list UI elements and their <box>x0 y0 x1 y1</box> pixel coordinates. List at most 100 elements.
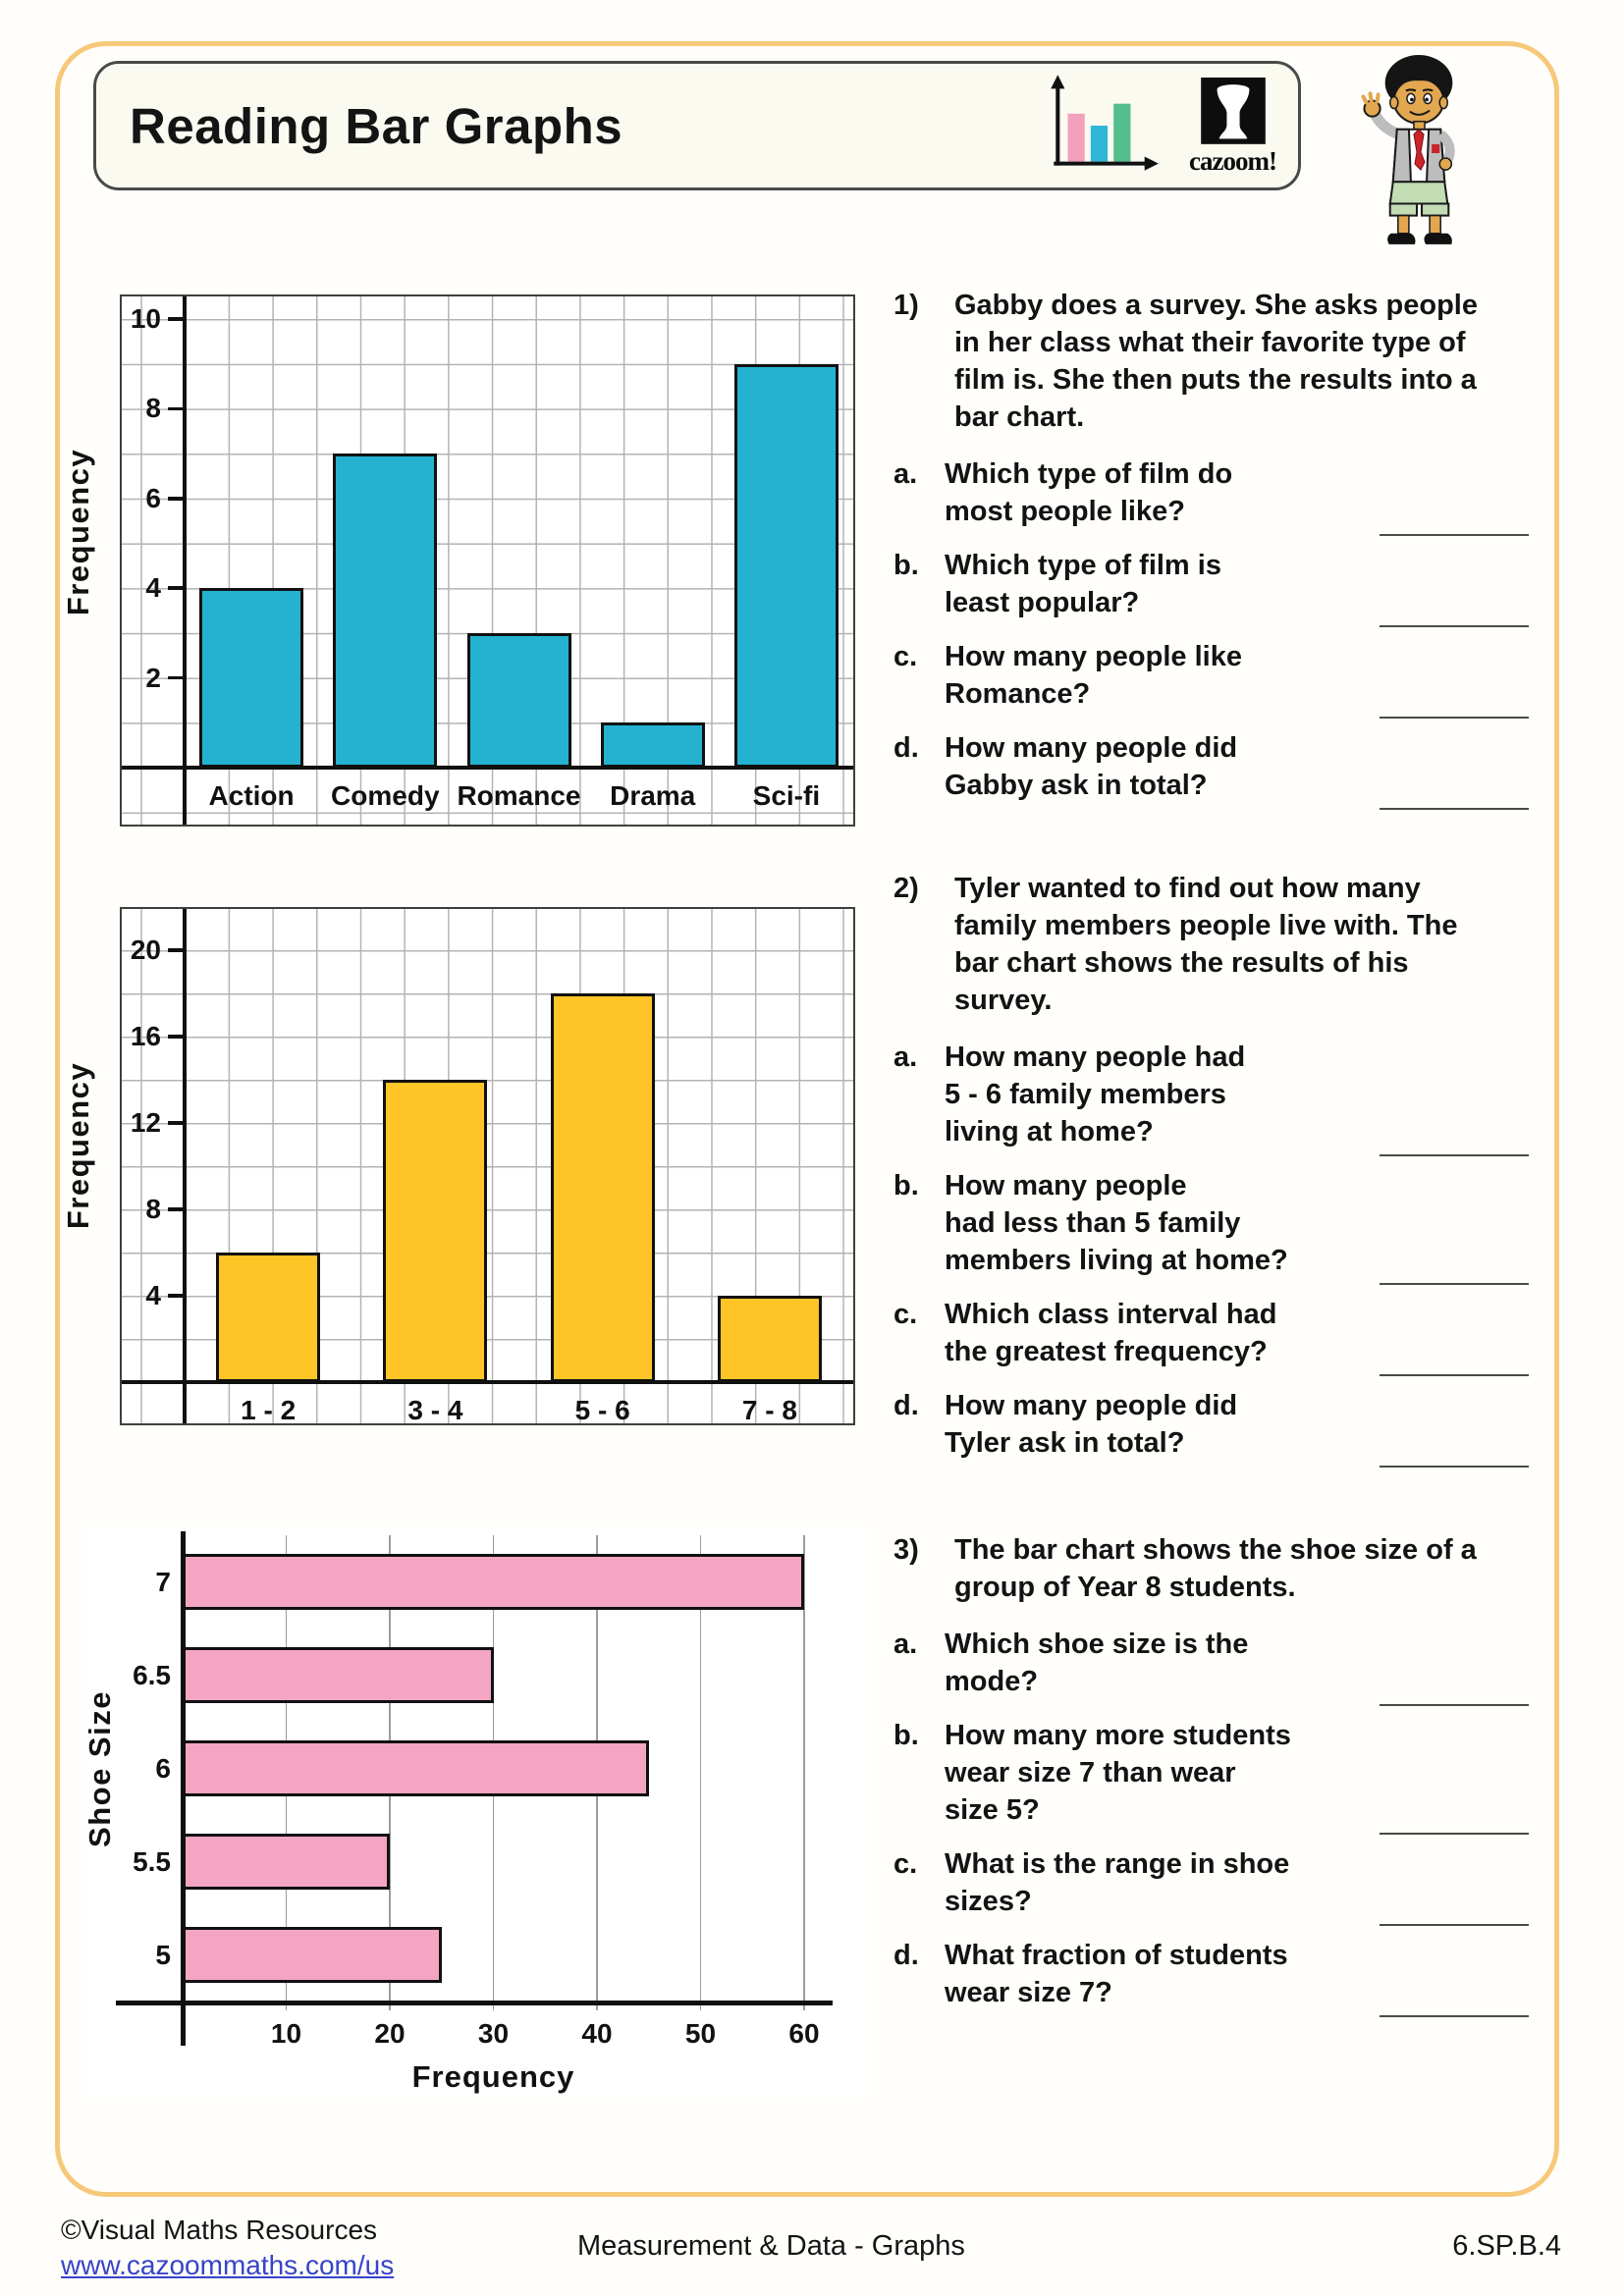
answer-line <box>1380 533 1529 536</box>
y-category-label: 6 <box>155 1752 171 1784</box>
part-letter: b. <box>893 1170 919 1201</box>
x-axis <box>116 2001 833 2005</box>
part-text: What is the range in shoe sizes? <box>945 1848 1290 1917</box>
part-text: Which type of film do most people like? <box>945 458 1233 527</box>
question-number: 1) <box>893 290 919 321</box>
answer-line <box>1380 1282 1529 1285</box>
header: Reading Bar Graphs cazoom! <box>93 61 1301 190</box>
y-tick-label: 8 <box>145 1194 161 1224</box>
y-tick <box>168 948 185 952</box>
x-tick-label: 50 <box>684 2018 717 2049</box>
y-tick-label: 10 <box>130 303 161 334</box>
y-tick <box>168 586 185 590</box>
y-tick <box>168 1207 185 1211</box>
question-number: 2) <box>893 873 919 904</box>
cazoom-logo-text: cazoom! <box>1189 145 1277 176</box>
category-label: 5 - 6 <box>574 1395 630 1425</box>
answer-line <box>1380 1923 1529 1926</box>
website-link[interactable]: www.cazoommaths.com/us <box>61 2250 395 2280</box>
y-tick <box>168 497 185 501</box>
question-1-head: 1) Gabby does a survey. She asks people … <box>893 287 1537 436</box>
part-letter: b. <box>893 550 919 581</box>
gridline <box>699 1535 702 2010</box>
answer-line <box>1380 1832 1529 1835</box>
boy-mascot-illustration <box>1361 55 1455 244</box>
part-text: What fraction of students wear size 7? <box>945 1940 1288 2008</box>
part-letter: b. <box>893 1720 919 1751</box>
y-axis <box>183 296 187 825</box>
question-2b: b. How many people had less than 5 famil… <box>893 1167 1537 1285</box>
category-label: Comedy <box>331 780 440 811</box>
question-number: 3) <box>893 1534 919 1566</box>
question-intro: Tyler wanted to find out how many family… <box>954 873 1458 1016</box>
answer-line <box>1380 1153 1529 1156</box>
part-letter: a. <box>893 1629 918 1660</box>
y-tick <box>168 1035 185 1039</box>
y-tick <box>168 1294 185 1298</box>
question-3c: c. What is the range in shoe sizes? <box>893 1845 1537 1926</box>
x-axis <box>122 1380 853 1384</box>
y-tick-label: 8 <box>145 393 161 424</box>
answer-line <box>1380 716 1529 719</box>
question-2: 2) Tyler wanted to find out how many fam… <box>893 870 1537 1478</box>
question-3-head: 3) The bar chart shows the shoe size of … <box>893 1531 1537 1606</box>
question-3d: d. What fraction of students wear size 7… <box>893 1937 1537 2017</box>
bar-size-6.5 <box>183 1647 494 1703</box>
shoe-size-bar-chart: 10 20 30 40 50 60 7 6.5 6 5.5 5 Frequency Shoe Size <box>82 1527 872 2097</box>
bar-1-2 <box>216 1253 321 1382</box>
question-2d: d. How many people did Tyler ask in tota… <box>893 1387 1537 1468</box>
part-text: Which type of film is least popular? <box>945 550 1221 618</box>
bar-7-8 <box>717 1296 822 1382</box>
question-1b: b. Which type of film is least popular? <box>893 547 1537 627</box>
question-2a: a. How many people had 5 - 6 family memb… <box>893 1039 1537 1156</box>
bar-drama <box>600 722 705 768</box>
y-axis-label: Frequency <box>61 448 95 616</box>
answer-line <box>1380 1373 1529 1376</box>
cazoom-logo: cazoom! <box>1189 77 1277 176</box>
question-intro: Gabby does a survey. She asks people in … <box>954 290 1478 433</box>
cazoom-drum-icon <box>1200 77 1266 144</box>
copyright-text: ©Visual Maths Resources <box>61 2215 378 2245</box>
y-tick-label: 20 <box>130 934 161 965</box>
standard-code: 6.SP.B.4 <box>1452 2230 1561 2262</box>
part-text: How many people had less than 5 family m… <box>945 1170 1288 1276</box>
part-text: How many people had 5 - 6 family members… <box>945 1041 1246 1148</box>
y-axis-label: Frequency <box>61 1061 95 1230</box>
y-tick-label: 4 <box>145 1280 161 1310</box>
question-1a: a. Which type of film do most people lik… <box>893 455 1537 536</box>
y-tick <box>168 406 185 411</box>
x-axis <box>122 766 853 770</box>
y-axis <box>183 909 187 1423</box>
y-category-label: 5.5 <box>133 1845 171 1877</box>
bar-5-6 <box>550 993 655 1382</box>
y-tick-label: 6 <box>145 482 161 513</box>
part-letter: c. <box>893 641 918 672</box>
y-tick-label: 12 <box>130 1107 161 1138</box>
question-1: 1) Gabby does a survey. She asks people … <box>893 287 1537 821</box>
gridline <box>803 1535 805 2010</box>
y-tick <box>168 317 185 321</box>
part-letter: d. <box>893 732 919 764</box>
question-2-head: 2) Tyler wanted to find out how many fam… <box>893 870 1537 1019</box>
y-category-label: 5 <box>155 1939 171 1970</box>
y-tick <box>168 1121 185 1125</box>
bar-action <box>199 588 304 768</box>
part-text: How many people did Tyler ask in total? <box>945 1390 1238 1459</box>
part-text: How many people like Romance? <box>945 641 1242 710</box>
bar-chart-icon <box>1051 75 1159 171</box>
y-axis-label: Shoe Size <box>82 1689 117 1847</box>
question-3: 3) The bar chart shows the shoe size of … <box>893 1531 1537 2028</box>
question-1c: c. How many people like Romance? <box>893 638 1537 719</box>
x-tick-label: 40 <box>581 2018 613 2049</box>
y-tick-label: 16 <box>130 1021 161 1051</box>
y-tick-label: 2 <box>145 662 161 693</box>
part-letter: c. <box>893 1299 918 1330</box>
category-label: Romance <box>457 780 581 811</box>
answer-line <box>1380 2014 1529 2017</box>
topic-label: Measurement & Data - Graphs <box>577 2230 965 2262</box>
page-title: Reading Bar Graphs <box>130 97 623 154</box>
question-3b: b. How many more students wear size 7 th… <box>893 1717 1537 1835</box>
question-2c: c. Which class interval had the greatest… <box>893 1296 1537 1376</box>
answer-line <box>1380 807 1529 810</box>
